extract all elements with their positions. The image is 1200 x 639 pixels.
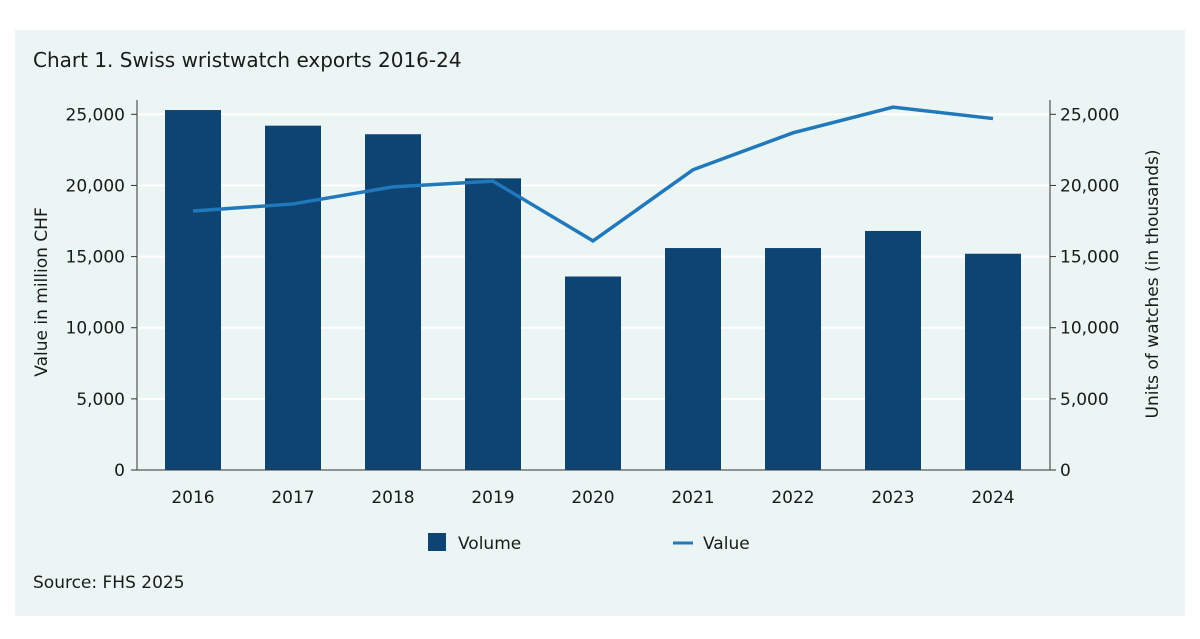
x-tick-label: 2023 (871, 488, 914, 508)
y-axis-label: Value in million CHF (32, 207, 52, 376)
right-tick-label: 10,000 (1060, 319, 1119, 339)
bar-2016 (165, 110, 221, 470)
left-tick-label: 20,000 (66, 176, 125, 196)
left-tick-label: 0 (114, 461, 125, 481)
legend-volume-swatch (428, 533, 446, 551)
right-tick-label: 15,000 (1060, 248, 1119, 268)
x-tick-label: 2019 (471, 488, 514, 508)
left-tick-label: 5,000 (76, 390, 125, 410)
bar-2019 (465, 178, 521, 471)
left-tick-label: 10,000 (66, 319, 125, 339)
bar-2023 (865, 230, 921, 470)
x-tick-label: 2018 (371, 488, 414, 508)
x-tick-label: 2021 (671, 488, 714, 508)
chart-title: Chart 1. Swiss wristwatch exports 2016-2… (33, 48, 462, 72)
source-note: Source: FHS 2025 (33, 573, 185, 593)
bar-2022 (765, 248, 821, 470)
legend-volume-label: Volume (458, 534, 521, 554)
left-tick-label: 15,000 (66, 248, 125, 268)
x-tick-label: 2017 (271, 488, 314, 508)
right-tick-label: 20,000 (1060, 176, 1119, 196)
y2-axis-label: Units of watches (in thousands) (1143, 150, 1163, 419)
bar-2024 (965, 253, 1021, 470)
bar-2020 (565, 276, 621, 470)
right-tick-label: 0 (1060, 461, 1071, 481)
x-tick-label: 2016 (171, 488, 214, 508)
x-tick-label: 2022 (771, 488, 814, 508)
legend-value-label: Value (703, 534, 750, 554)
bar-2021 (665, 248, 721, 470)
x-tick-label: 2024 (971, 488, 1014, 508)
right-tick-label: 5,000 (1060, 390, 1109, 410)
bar-2017 (265, 125, 321, 470)
right-tick-label: 25,000 (1060, 105, 1119, 125)
x-tick-label: 2020 (571, 488, 614, 508)
left-tick-label: 25,000 (66, 105, 125, 125)
